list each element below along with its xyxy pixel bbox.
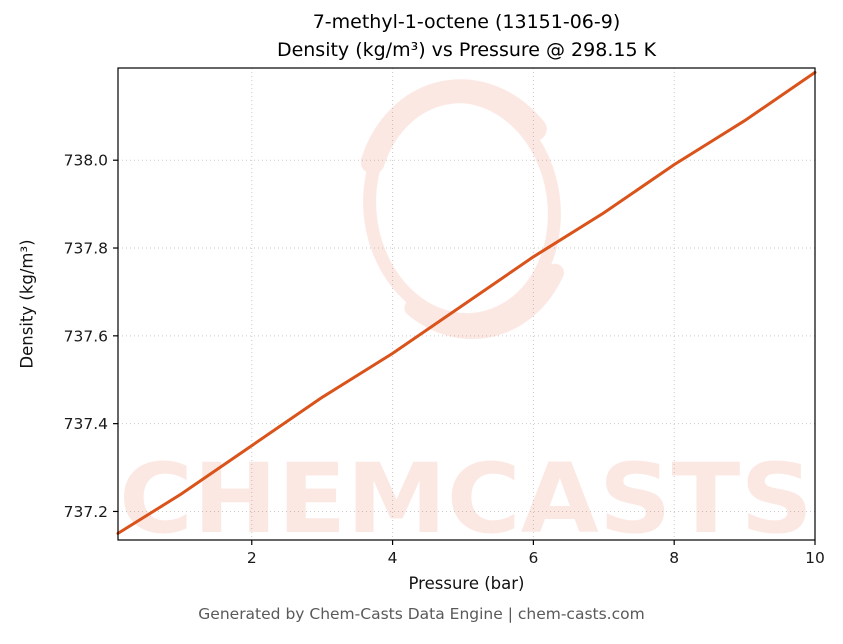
- axis-ticks: 2 4 6 8 10 737.2 737.4 737.6 737.8 738.0: [64, 152, 825, 567]
- y-axis-label: Density (kg/m³): [17, 239, 37, 369]
- chart-title-line1: 7-methyl-1-octene (13151-06-9): [312, 11, 621, 33]
- x-tick-label: 4: [388, 549, 398, 567]
- grid-lines: [118, 68, 816, 540]
- x-tick-label: 10: [805, 549, 825, 567]
- x-tick-label: 2: [247, 549, 257, 567]
- y-tick-label: 738.0: [64, 152, 108, 170]
- chart-title-line2: Density (kg/m³) vs Pressure @ 298.15 K: [276, 39, 657, 61]
- plot-border: [117, 67, 816, 541]
- watermark-text: CHEMCASTS: [119, 443, 813, 555]
- x-tick-label: 6: [528, 549, 538, 567]
- y-tick-label: 737.2: [64, 503, 108, 521]
- y-tick-label: 737.8: [64, 240, 108, 258]
- density-line: [116, 70, 817, 535]
- x-tick-label: 8: [669, 549, 679, 567]
- y-tick-label: 737.6: [64, 327, 108, 345]
- brush-circle-icon: [360, 79, 564, 340]
- x-axis-label: Pressure (bar): [408, 574, 525, 593]
- footer-credit: Generated by Chem-Casts Data Engine | ch…: [198, 605, 645, 623]
- y-tick-label: 737.4: [64, 415, 108, 433]
- watermark: CHEMCASTS: [119, 79, 813, 555]
- chart-title: 7-methyl-1-octene (13151-06-9) Density (…: [118, 8, 815, 64]
